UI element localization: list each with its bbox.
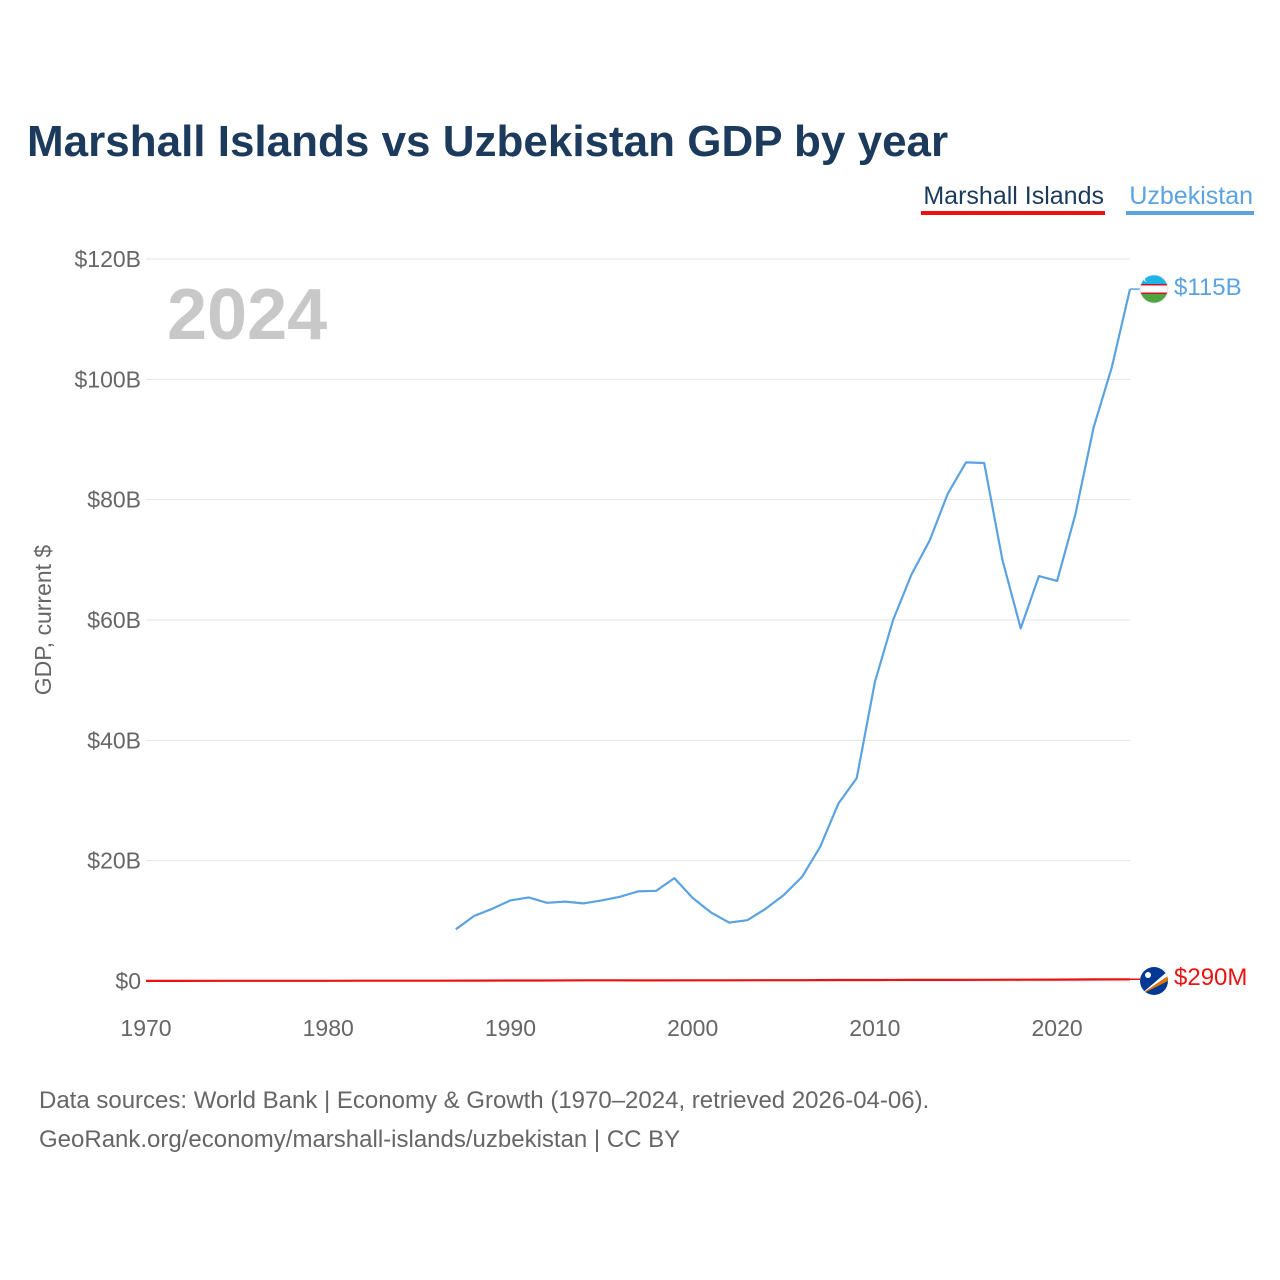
marshall-islands-flag-icon: [1140, 967, 1168, 995]
x-axis-ticks: 1970 1980 1990 2000 2010 2020: [120, 1015, 1082, 1041]
series-lines: [146, 288, 1132, 983]
x-tick-label: 1970: [120, 1015, 171, 1041]
series-line-uzbekistan: [455, 288, 1132, 931]
legend-swatch-uzbekistan: [1126, 211, 1254, 215]
legend[interactable]: Marshall Islands Uzbekistan: [921, 182, 1254, 215]
uzbekistan-flag-icon: [1139, 274, 1169, 304]
x-tick-label: 1980: [303, 1015, 354, 1041]
y-axis-ticks: $0 $20B $40B $60B $80B $100B $120B: [74, 246, 141, 994]
y-tick-label: $60B: [87, 607, 141, 633]
y-tick-label: $20B: [87, 848, 141, 874]
legend-label-uzbekistan[interactable]: Uzbekistan: [1129, 182, 1253, 210]
marshall-islands-end-value: $290M: [1174, 964, 1247, 991]
series-line-marshall-islands: [146, 978, 1131, 983]
y-tick-label: $100B: [74, 366, 141, 392]
end-marker-uzbekistan: $115B: [1130, 274, 1242, 304]
x-tick-label: 2000: [667, 1015, 718, 1041]
uzbekistan-end-value: $115B: [1174, 274, 1242, 301]
legend-label-marshall-islands[interactable]: Marshall Islands: [923, 182, 1104, 210]
footer-attribution[interactable]: GeoRank.org/economy/marshall-islands/uzb…: [39, 1126, 680, 1153]
legend-swatch-marshall-islands: [921, 211, 1105, 215]
y-tick-label: $40B: [87, 727, 141, 753]
y-tick-label: $0: [115, 968, 141, 994]
gridlines: [146, 258, 1130, 982]
y-axis-label: GDP, current $: [30, 545, 56, 696]
footer-sources: Data sources: World Bank | Economy & Gro…: [39, 1087, 929, 1114]
y-tick-label: $120B: [74, 246, 141, 272]
year-watermark: 2024: [167, 275, 327, 355]
x-tick-label: 1990: [485, 1015, 536, 1041]
x-tick-label: 2010: [849, 1015, 900, 1041]
x-tick-label: 2020: [1032, 1015, 1083, 1041]
y-tick-label: $80B: [87, 487, 141, 513]
chart-title: Marshall Islands vs Uzbekistan GDP by ye…: [27, 117, 948, 166]
end-marker-marshall-islands: $290M: [1130, 964, 1247, 995]
